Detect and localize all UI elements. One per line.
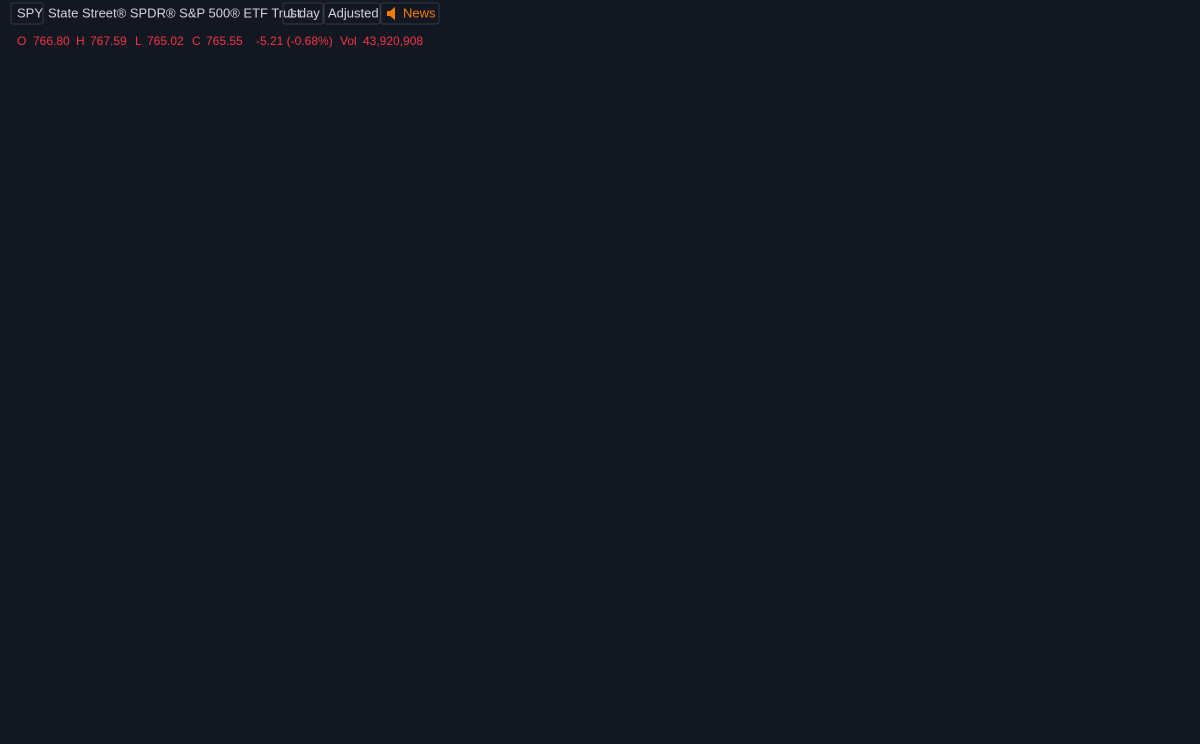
legend-change: -5.21 (-0.68%): [256, 34, 333, 48]
legend-vol-label: Vol: [340, 34, 357, 48]
legend-open: 766.80: [33, 34, 70, 48]
news-box[interactable]: [380, 2, 440, 25]
symbol-box[interactable]: [10, 2, 44, 25]
news[interactable]: News: [403, 5, 436, 20]
symbol[interactable]: SPY: [17, 5, 43, 20]
legend-h: H: [76, 34, 85, 48]
instrument-name: State Street® SPDR® S&P 500® ETF Trust: [48, 5, 301, 20]
adjust-box[interactable]: [323, 2, 381, 25]
news-icon: [387, 7, 395, 20]
legend-l: L: [135, 34, 142, 48]
interval-box[interactable]: [282, 2, 324, 25]
legend-c: C: [192, 34, 201, 48]
legend-close: 765.55: [206, 34, 243, 48]
header-bg: [6, 3, 646, 24]
legend-volume: 43,920,908: [363, 34, 423, 48]
header: SPY State Street® SPDR® S&P 500® ETF Tru…: [6, 2, 646, 48]
legend-o: O: [17, 34, 26, 48]
legend-low: 765.02: [147, 34, 184, 48]
interval[interactable]: 1 day: [288, 5, 320, 20]
adjustment[interactable]: Adjusted: [328, 5, 379, 20]
legend-high: 767.59: [90, 34, 127, 48]
